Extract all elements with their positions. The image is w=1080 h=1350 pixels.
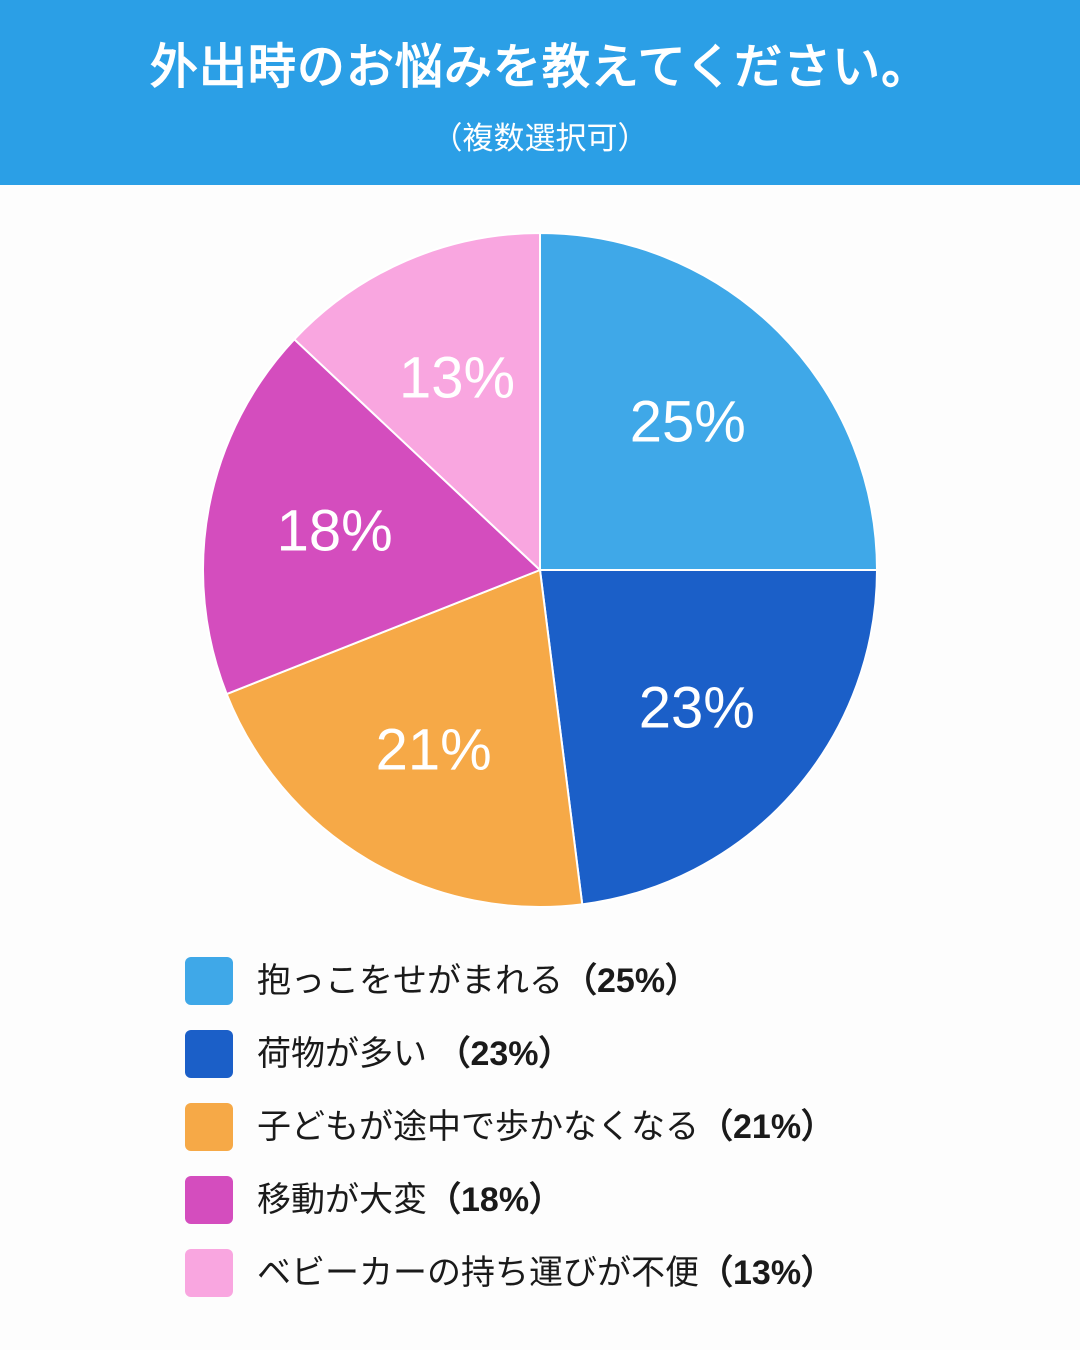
pie-slice-label: 18% — [277, 498, 393, 563]
pie-slice — [293, 232, 541, 571]
chart-section: 25% 23% 21% 18% 13% — [0, 185, 1080, 955]
pie-chart: 25% 23% 21% 18% 13% — [202, 232, 878, 908]
legend-item: ベビーカーの持ち運びが不便（13%） — [185, 1249, 1040, 1297]
legend-label: 子どもが途中で歩かなくなる — [257, 1108, 699, 1146]
legend-pct: （25%） — [563, 962, 700, 1000]
legend-item: 移動が大変（18%） — [185, 1176, 1040, 1224]
legend-swatch — [185, 1030, 233, 1078]
legend-item: 子どもが途中で歩かなくなる（21%） — [185, 1103, 1040, 1151]
pie-slice — [539, 232, 878, 571]
pie-slice-label: 23% — [639, 676, 755, 741]
legend-label: 抱っこをせがまれる — [257, 962, 563, 1000]
page-title: 外出時のお悩みを教えてください。 — [149, 41, 931, 94]
page-subtitle: （複数選択可） — [431, 121, 649, 156]
pie-slice — [539, 569, 878, 906]
legend-pct: （18%） — [427, 1181, 564, 1219]
legend-pct: （23%） — [436, 1035, 573, 1073]
legend-pct: （13%） — [699, 1254, 836, 1292]
legend-swatch — [185, 1176, 233, 1224]
legend-item: 荷物が多い （23%） — [185, 1030, 1040, 1078]
chart-legend: 抱っこをせがまれる（25%） 荷物が多い （23%） 子どもが途中で歩かなくなる… — [0, 955, 1080, 1297]
pie-slice — [202, 338, 541, 696]
pie-slice-label: 13% — [399, 346, 515, 411]
legend-item: 抱っこをせがまれる（25%） — [185, 957, 1040, 1005]
pie-slice — [225, 569, 584, 908]
legend-swatch — [185, 1249, 233, 1297]
pie-slice-label: 21% — [376, 717, 492, 782]
legend-label: 移動が大変 — [257, 1181, 427, 1219]
legend-pct: （21%） — [699, 1108, 836, 1146]
legend-swatch — [185, 1103, 233, 1151]
header-banner: 外出時のお悩みを教えてください。 （複数選択可） — [0, 0, 1080, 185]
legend-label: ベビーカーの持ち運びが不便 — [257, 1254, 699, 1292]
pie-slice-label: 25% — [630, 390, 746, 455]
legend-swatch — [185, 957, 233, 1005]
legend-label: 荷物が多い — [257, 1035, 437, 1073]
